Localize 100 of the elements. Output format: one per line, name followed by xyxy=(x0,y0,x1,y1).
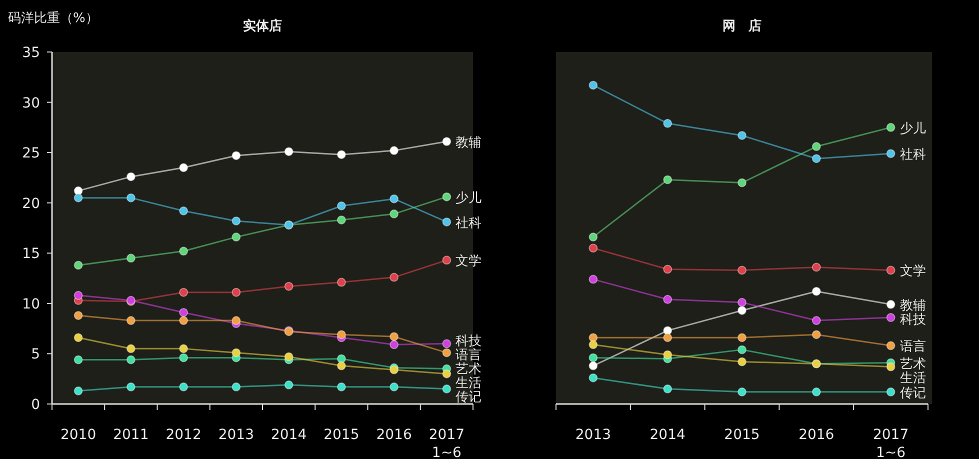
point xyxy=(663,333,672,342)
point xyxy=(588,373,598,382)
x-tick-label: 2011 xyxy=(113,427,149,443)
point xyxy=(588,232,598,242)
point xyxy=(390,340,399,350)
x-tick-label: 2015 xyxy=(324,427,360,443)
point xyxy=(126,382,136,392)
point xyxy=(886,362,896,372)
x-tick-label: 2013 xyxy=(575,427,612,443)
point xyxy=(179,246,188,256)
point xyxy=(812,142,821,152)
point xyxy=(74,193,83,202)
x-tick-label: 2016 xyxy=(376,427,412,443)
series-label: 传记 xyxy=(900,386,926,401)
point xyxy=(390,146,399,156)
point xyxy=(886,266,896,275)
point xyxy=(232,348,241,358)
point xyxy=(336,201,346,210)
point xyxy=(126,344,136,354)
point xyxy=(284,147,294,156)
series-label: 社科 xyxy=(900,148,926,163)
point xyxy=(179,206,188,216)
chart-title: 网 店 xyxy=(722,18,762,34)
point xyxy=(336,382,346,392)
point xyxy=(663,118,672,128)
series-label: 教辅 xyxy=(456,136,482,151)
point xyxy=(390,272,399,282)
point xyxy=(126,193,136,202)
y-tick-label: 0 xyxy=(31,397,40,413)
series-label: 科技 xyxy=(900,312,926,328)
point xyxy=(74,310,83,320)
point xyxy=(232,216,241,226)
point xyxy=(336,278,346,287)
point xyxy=(284,380,294,390)
point xyxy=(179,382,188,392)
point xyxy=(126,254,136,263)
series-label: 少儿 xyxy=(900,121,926,136)
point xyxy=(738,306,746,315)
point xyxy=(812,286,821,296)
series-label: 科技 xyxy=(456,334,482,349)
point xyxy=(390,209,399,218)
point xyxy=(336,150,346,160)
point xyxy=(738,130,746,140)
point xyxy=(442,192,452,202)
point xyxy=(442,339,452,348)
point xyxy=(588,361,598,370)
point xyxy=(442,217,452,226)
point xyxy=(74,386,83,396)
point xyxy=(179,288,188,297)
point xyxy=(663,264,672,274)
point xyxy=(738,333,746,342)
point xyxy=(663,175,672,184)
point xyxy=(232,232,241,242)
point xyxy=(886,341,896,350)
point xyxy=(663,384,672,394)
point xyxy=(336,215,346,224)
point xyxy=(588,80,598,90)
point xyxy=(588,274,598,284)
series-label: 教辅 xyxy=(900,298,926,314)
point xyxy=(738,345,746,354)
x-tick-label: 2013 xyxy=(218,427,254,443)
chart-title: 实体店 xyxy=(243,18,282,34)
y-tick-label: 25 xyxy=(22,146,40,162)
series-label: 语言 xyxy=(456,347,482,363)
point xyxy=(390,382,399,392)
point xyxy=(738,298,746,307)
x-tick-label: 2012 xyxy=(166,427,202,443)
series-label: 传记 xyxy=(456,390,482,405)
point xyxy=(179,308,188,317)
point xyxy=(886,313,896,322)
point xyxy=(886,387,896,396)
point xyxy=(812,316,821,326)
x-tick-label: 2014 xyxy=(270,427,307,443)
point xyxy=(738,387,746,396)
point xyxy=(232,151,241,160)
point xyxy=(126,355,136,364)
point xyxy=(336,361,346,370)
point xyxy=(179,353,188,362)
series-label: 文学 xyxy=(456,254,482,270)
point xyxy=(663,294,672,304)
point xyxy=(442,137,452,146)
y-tick-label: 15 xyxy=(22,246,40,262)
series-label: 生活 xyxy=(456,376,482,391)
point xyxy=(126,316,136,326)
point xyxy=(663,350,672,360)
point xyxy=(232,288,241,297)
series-label: 文学 xyxy=(900,264,926,280)
y-tick-label: 10 xyxy=(22,296,40,312)
point xyxy=(738,266,746,275)
point xyxy=(74,355,83,364)
point xyxy=(179,316,188,326)
point xyxy=(390,194,399,204)
point xyxy=(284,282,294,291)
point xyxy=(74,260,83,270)
series-label: 语言 xyxy=(900,338,926,355)
point xyxy=(738,178,746,188)
y-tick-label: 5 xyxy=(31,346,40,363)
point xyxy=(886,122,896,132)
point xyxy=(442,384,452,394)
x-tick-label: 2016 xyxy=(798,427,834,443)
